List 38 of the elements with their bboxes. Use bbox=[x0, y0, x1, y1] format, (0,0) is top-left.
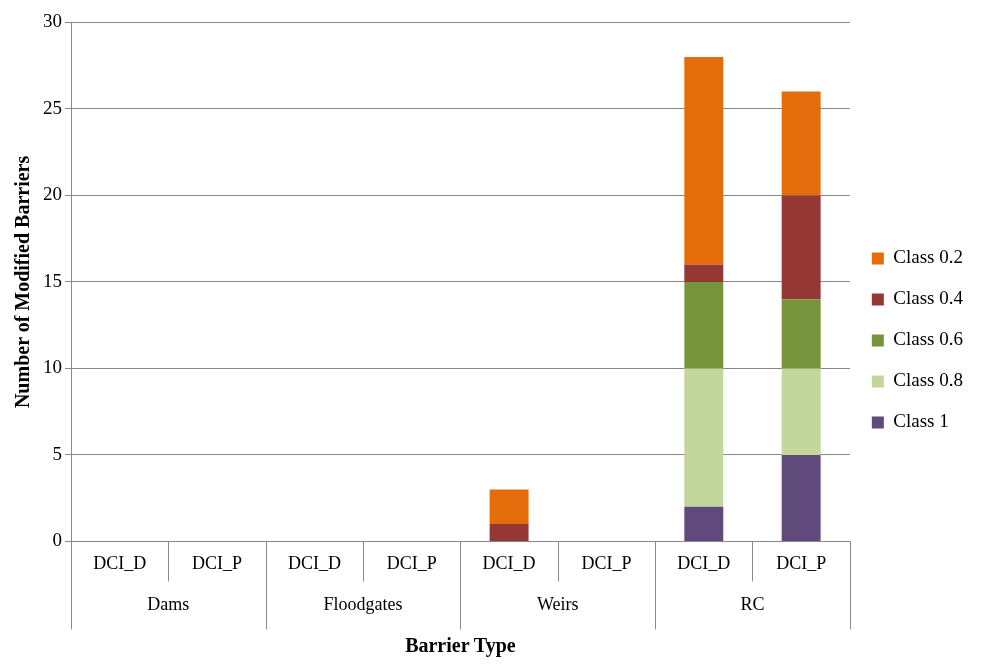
text: RC bbox=[740, 594, 765, 615]
text: Floodgates bbox=[323, 594, 403, 615]
x-tick-label: DCI_D bbox=[287, 552, 341, 573]
text: Dams bbox=[147, 594, 190, 615]
bar bbox=[684, 57, 724, 265]
x-axis-title: Barrier Type bbox=[405, 634, 516, 658]
y-axis-title: Number of Modified Barriers bbox=[11, 155, 34, 409]
bar bbox=[781, 454, 821, 541]
x-tick-label: DCI_P bbox=[776, 552, 827, 573]
x-tick-label: DCI_D bbox=[93, 552, 147, 573]
y-tick-label: 5 bbox=[52, 442, 62, 464]
x-tick-label: DCI_D bbox=[482, 552, 536, 573]
y-tick-label: 20 bbox=[43, 183, 62, 205]
bar bbox=[781, 91, 821, 196]
bar bbox=[489, 489, 529, 525]
y-tick-label: 30 bbox=[43, 10, 62, 32]
x-tick-label: DCI_P bbox=[581, 552, 632, 573]
bar bbox=[781, 195, 821, 300]
bar bbox=[684, 281, 724, 369]
legend-label: Class 1 bbox=[893, 410, 949, 432]
bar bbox=[684, 264, 724, 282]
bar bbox=[781, 368, 821, 455]
y-tick-label: 10 bbox=[43, 356, 62, 378]
bar bbox=[684, 368, 724, 507]
legend-label: Class 0.6 bbox=[893, 328, 964, 350]
bar bbox=[684, 506, 724, 541]
text: Weirs bbox=[536, 594, 579, 615]
bar bbox=[489, 524, 529, 541]
legend-label: Class 0.4 bbox=[893, 287, 964, 309]
y-tick-label: 15 bbox=[43, 269, 62, 291]
y-tick-label: 0 bbox=[52, 529, 62, 551]
legend-label: Class 0.2 bbox=[893, 246, 964, 268]
x-tick-label: DCI_D bbox=[677, 552, 731, 573]
x-tick-label: DCI_P bbox=[386, 552, 437, 573]
x-tick-label: DCI_P bbox=[192, 552, 243, 573]
y-tick-label: 25 bbox=[43, 96, 62, 118]
bar bbox=[781, 299, 821, 369]
legend-label: Class 0.8 bbox=[893, 369, 964, 391]
